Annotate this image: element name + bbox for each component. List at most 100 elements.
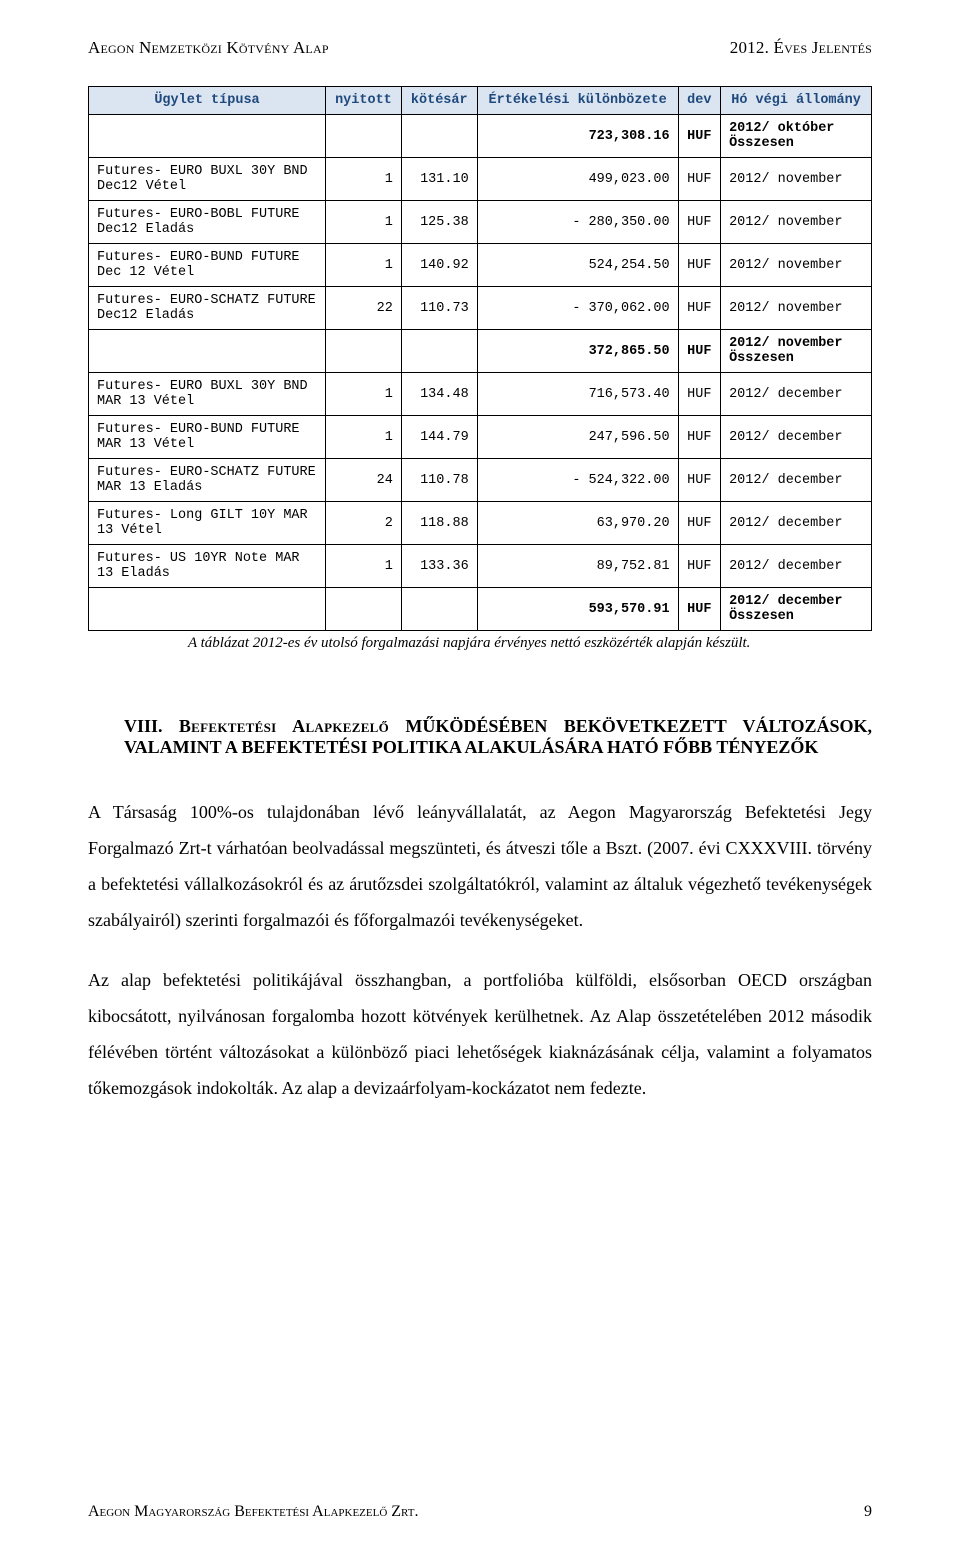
cell: 247,596.50 — [477, 416, 678, 459]
cell: 1 — [326, 545, 402, 588]
cell: Futures- Long GILT 10Y MAR 13 Vétel — [89, 502, 326, 545]
cell: HUF — [678, 545, 721, 588]
cell: 22 — [326, 287, 402, 330]
col-dev: dev — [678, 87, 721, 115]
cell: 89,752.81 — [477, 545, 678, 588]
cell: 372,865.50 — [477, 330, 678, 373]
cell: 2012/ októberÖsszesen — [721, 115, 872, 158]
header-right: 2012. Éves Jelentés — [730, 38, 872, 58]
table-row: Futures- EURO-SCHATZ FUTURE Dec12 Eladás… — [89, 287, 872, 330]
cell: 2012/ novemberÖsszesen — [721, 330, 872, 373]
footer-page-number: 9 — [864, 1503, 872, 1521]
col-ertekelesi: Értékelési különbözete — [477, 87, 678, 115]
cell: HUF — [678, 373, 721, 416]
cell: 2012/ december — [721, 373, 872, 416]
table-sum-row: 723,308.16HUF2012/ októberÖsszesen — [89, 115, 872, 158]
cell: 2 — [326, 502, 402, 545]
cell: 723,308.16 — [477, 115, 678, 158]
cell — [89, 115, 326, 158]
cell: 2012/ november — [721, 158, 872, 201]
cell: 1 — [326, 201, 402, 244]
cell: 125.38 — [401, 201, 477, 244]
cell: HUF — [678, 287, 721, 330]
col-ugylet: Ügylet típusa — [89, 87, 326, 115]
table-header-row: Ügylet típusa nyitott kötésár Értékelési… — [89, 87, 872, 115]
cell: 2012/ november — [721, 201, 872, 244]
cell: 2012/ december — [721, 416, 872, 459]
cell — [326, 115, 402, 158]
table-row: Futures- EURO BUXL 30Y BND MAR 13 Vétel1… — [89, 373, 872, 416]
table-sum-row: 593,570.91HUF2012/ decemberÖsszesen — [89, 588, 872, 631]
col-kotesar: kötésár — [401, 87, 477, 115]
cell: 2012/ decemberÖsszesen — [721, 588, 872, 631]
cell: HUF — [678, 588, 721, 631]
cell: Futures- US 10YR Note MAR 13 Eladás — [89, 545, 326, 588]
cell: 2012/ december — [721, 545, 872, 588]
cell: 716,573.40 — [477, 373, 678, 416]
cell: HUF — [678, 459, 721, 502]
cell: Futures- EURO BUXL 30Y BND MAR 13 Vétel — [89, 373, 326, 416]
cell: 131.10 — [401, 158, 477, 201]
cell — [401, 330, 477, 373]
cell: 110.73 — [401, 287, 477, 330]
cell: 144.79 — [401, 416, 477, 459]
footer-left: Aegon Magyarország Befektetési Alapkezel… — [88, 1503, 418, 1521]
cell: 24 — [326, 459, 402, 502]
table-row: Futures- EURO-BOBL FUTURE Dec12 Eladás11… — [89, 201, 872, 244]
page: Aegon Nemzetközi Kötvény Alap 2012. Éves… — [0, 0, 960, 1557]
cell — [89, 588, 326, 631]
header-left: Aegon Nemzetközi Kötvény Alap — [88, 38, 329, 58]
table-caption: A táblázat 2012-es év utolsó forgalmazás… — [188, 635, 872, 652]
cell: 118.88 — [401, 502, 477, 545]
table-body: 723,308.16HUF2012/ októberÖsszesenFuture… — [89, 115, 872, 631]
cell: 133.36 — [401, 545, 477, 588]
cell: - 524,322.00 — [477, 459, 678, 502]
cell: 134.48 — [401, 373, 477, 416]
cell: 1 — [326, 373, 402, 416]
cell: Futures- EURO-BOBL FUTURE Dec12 Eladás — [89, 201, 326, 244]
section-title-caps: Befektetési Alapkezelő — [179, 716, 389, 736]
cell: - 370,062.00 — [477, 287, 678, 330]
cell: HUF — [678, 115, 721, 158]
table-row: Futures- US 10YR Note MAR 13 Eladás1133.… — [89, 545, 872, 588]
table-row: Futures- EURO-SCHATZ FUTURE MAR 13 Eladá… — [89, 459, 872, 502]
section-heading: VIII. Befektetési Alapkezelő MŰKÖDÉSÉBEN… — [124, 716, 872, 758]
cell: HUF — [678, 244, 721, 287]
col-ho-vegi: Hó végi állomány — [721, 87, 872, 115]
table-row: Futures- EURO-BUND FUTURE Dec 12 Vétel11… — [89, 244, 872, 287]
cell — [326, 588, 402, 631]
paragraph-1: A Társaság 100%-os tulajdonában lévő leá… — [88, 794, 872, 938]
cell — [401, 115, 477, 158]
table-row: Futures- EURO BUXL 30Y BND Dec12 Vétel11… — [89, 158, 872, 201]
col-nyitott: nyitott — [326, 87, 402, 115]
body-text: A Társaság 100%-os tulajdonában lévő leá… — [88, 794, 872, 1106]
cell — [89, 330, 326, 373]
cell: 1 — [326, 416, 402, 459]
paragraph-2: Az alap befektetési politikájával összha… — [88, 962, 872, 1106]
cell: HUF — [678, 158, 721, 201]
cell: 524,254.50 — [477, 244, 678, 287]
cell: 110.78 — [401, 459, 477, 502]
cell: 2012/ november — [721, 244, 872, 287]
table-sum-row: 372,865.50HUF2012/ novemberÖsszesen — [89, 330, 872, 373]
section-number: VIII. — [124, 716, 163, 736]
cell: - 280,350.00 — [477, 201, 678, 244]
cell: HUF — [678, 416, 721, 459]
cell: Futures- EURO-BUND FUTURE MAR 13 Vétel — [89, 416, 326, 459]
cell: 499,023.00 — [477, 158, 678, 201]
cell: HUF — [678, 201, 721, 244]
cell: 1 — [326, 158, 402, 201]
cell: 140.92 — [401, 244, 477, 287]
cell: HUF — [678, 502, 721, 545]
cell: HUF — [678, 330, 721, 373]
cell — [326, 330, 402, 373]
cell: Futures- EURO-BUND FUTURE Dec 12 Vétel — [89, 244, 326, 287]
running-footer: Aegon Magyarország Befektetési Alapkezel… — [88, 1503, 872, 1521]
cell: 2012/ december — [721, 502, 872, 545]
cell: 63,970.20 — [477, 502, 678, 545]
table-row: Futures- Long GILT 10Y MAR 13 Vétel2118.… — [89, 502, 872, 545]
cell: Futures- EURO BUXL 30Y BND Dec12 Vétel — [89, 158, 326, 201]
cell: 2012/ december — [721, 459, 872, 502]
cell: Futures- EURO-SCHATZ FUTURE MAR 13 Eladá… — [89, 459, 326, 502]
cell — [401, 588, 477, 631]
